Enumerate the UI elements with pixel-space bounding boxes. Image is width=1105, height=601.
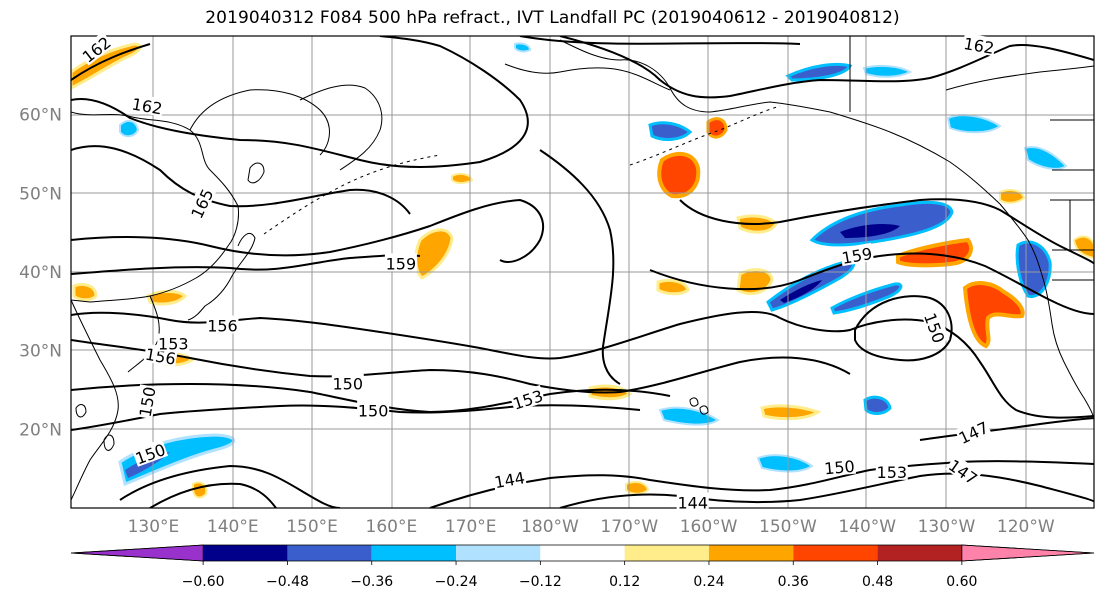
- contour-label: 150: [134, 384, 160, 419]
- colorbar-under-extension: [70, 544, 204, 562]
- lon-label: 180°W: [521, 517, 579, 537]
- lon-label: 130°E: [128, 517, 180, 537]
- orange-patch-korea: [72, 282, 98, 302]
- contour-label: 153: [157, 333, 190, 354]
- lat-label: 40°N: [19, 263, 62, 283]
- contour-label: 159: [384, 253, 417, 273]
- lon-label: 170°E: [445, 517, 497, 537]
- contour-label: 156: [206, 315, 239, 335]
- blue-patch-alaska-gulf: [648, 121, 693, 141]
- colorbar-tick-label: 0.48: [862, 574, 893, 590]
- contour-label: 162: [129, 93, 165, 119]
- blue-patch-okhotsk: [119, 119, 140, 138]
- contour-label-text: 159: [386, 254, 417, 273]
- orange-patch-central-3: [656, 278, 690, 296]
- orange-patch-alaska-pen: [706, 117, 728, 139]
- colorbar-bin: [624, 545, 709, 561]
- orange-patch-bering: [451, 172, 474, 184]
- map-title: 2019040312 F084 500 hPa refract., IVT La…: [205, 8, 900, 28]
- colorbar-bin: [877, 545, 962, 561]
- colorbar-tick-label: −0.48: [266, 574, 309, 590]
- contour-label-text: 156: [207, 316, 238, 335]
- contour-label-text: 150: [358, 401, 389, 420]
- contour-label-text: 150: [332, 375, 363, 394]
- orange-patch-california: [962, 281, 1025, 349]
- colorbar-over-extension: [961, 544, 1095, 562]
- contour-label-text: 150: [823, 457, 855, 479]
- colorbar-bin: [456, 545, 541, 561]
- orange-patch-wpac-south: [192, 481, 208, 499]
- colorbar-tick-label: 0.12: [609, 574, 640, 590]
- gridlines: [71, 36, 1094, 508]
- blue-patch-subtropic: [863, 395, 892, 415]
- blue-patch-kamchatka: [514, 42, 532, 53]
- navy-core-mid: [780, 280, 822, 303]
- lat-label: 50°N: [19, 184, 62, 204]
- colorbar-bin: [371, 545, 457, 561]
- navy-core-gulf: [840, 224, 900, 238]
- colorbar-bin: [708, 545, 794, 561]
- lon-label: 140°E: [207, 517, 259, 537]
- colorbar: −0.60 −0.48 −0.36 −0.24 −0.12 0.12 0.24 0.36 0.4…: [70, 544, 1095, 590]
- contour-label: 150: [331, 373, 364, 394]
- longitude-labels: 130°E 140°E 150°E 160°E 170°E 180°W 170°W 160°W…: [128, 517, 1055, 537]
- orange-patch-coast-s: [1072, 235, 1094, 260]
- contour-label: 153: [875, 461, 908, 482]
- colorbar-bin: [287, 545, 372, 561]
- blue-patch-ne-canada: [862, 64, 913, 78]
- contour-label-text: 144: [677, 493, 708, 512]
- lon-label: 140°W: [838, 517, 896, 537]
- lon-label: 160°W: [680, 517, 738, 537]
- lon-label: 130°W: [918, 517, 976, 537]
- lon-label: 170°W: [600, 517, 658, 537]
- latitude-labels: 60°N 50°N 40°N 30°N 20°N: [19, 106, 62, 441]
- lon-label: 160°E: [366, 517, 418, 537]
- orange-patch-alaska: [657, 151, 701, 199]
- colorbar-tick-label: 0.36: [778, 574, 809, 590]
- colorbar-tick-label: −0.12: [519, 574, 562, 590]
- lon-label: 150°E: [286, 517, 338, 537]
- colorbar-bin: [793, 545, 878, 561]
- colorbar-tick-label: −0.36: [350, 574, 393, 590]
- contour-label-text: 153: [158, 335, 189, 354]
- contour-label: 144: [492, 467, 527, 492]
- contour-label: 144: [676, 492, 709, 512]
- refractivity-contours: [71, 36, 1094, 508]
- blue-patch-hawaii-south: [756, 454, 814, 473]
- coastlines: [71, 36, 1094, 501]
- colorbar-tick-label: 0.24: [693, 574, 724, 590]
- colorbar-bin: [540, 545, 625, 561]
- lat-label: 60°N: [19, 106, 62, 126]
- orange-patch-coast-n: [999, 189, 1026, 204]
- colorbar-tick-label: −0.24: [435, 574, 478, 590]
- blue-patch-hawaii: [658, 406, 720, 426]
- map-border: [70, 35, 1095, 509]
- contour-label-text: 153: [877, 463, 908, 482]
- lon-label: 120°W: [997, 517, 1055, 537]
- lat-label: 20°N: [19, 420, 62, 440]
- orange-patch-ne-pac: [896, 237, 973, 268]
- contour-label: 150: [357, 400, 390, 420]
- colorbar-bin: [203, 545, 288, 561]
- lon-label: 150°W: [759, 517, 817, 537]
- orange-patch-hawaii-east: [760, 404, 822, 421]
- contour-label: 150: [822, 455, 857, 479]
- colorbar-tick-label: 0.60: [946, 574, 977, 590]
- colorbar-tick-label: −0.60: [182, 574, 225, 590]
- lat-label: 30°N: [19, 342, 62, 362]
- blue-patch-bc: [1023, 146, 1068, 170]
